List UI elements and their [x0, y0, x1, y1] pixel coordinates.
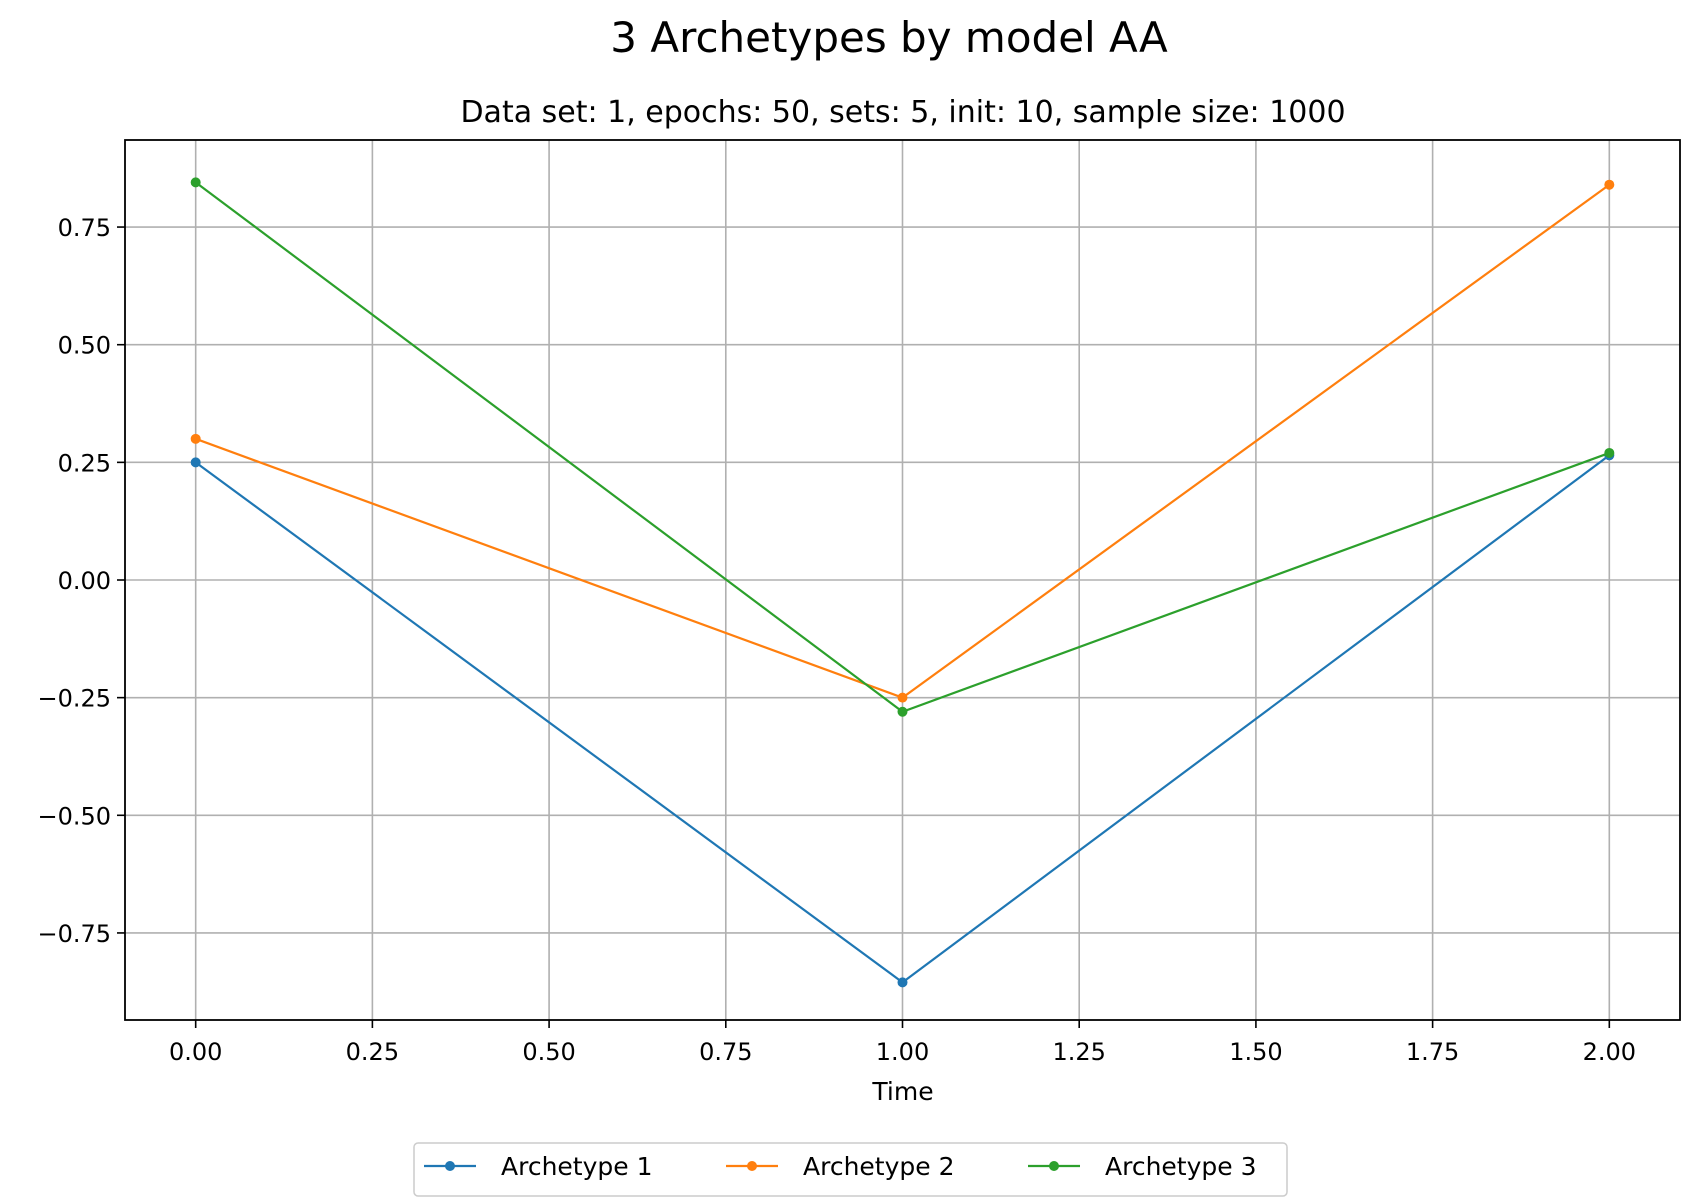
- legend-frame: [413, 1142, 1288, 1197]
- axes-layer: 0.00 0.25 0.50 0.75 1.00 1.25 1.50 1.75 2.00 −0.7…: [37, 139, 1681, 1066]
- legend-item-3: Archetype 3: [1028, 1152, 1257, 1181]
- x-axis-label: Time: [871, 1077, 933, 1106]
- legend-label: Archetype 1: [501, 1152, 653, 1181]
- series-point-2: [897, 692, 908, 703]
- x-tick-label: 0.50: [522, 1038, 575, 1066]
- x-tick-label: 1.25: [1052, 1038, 1105, 1066]
- y-tick-label: 0.00: [58, 567, 111, 595]
- legend-label: Archetype 3: [1105, 1152, 1257, 1181]
- x-tick-label: 1.50: [1229, 1038, 1282, 1066]
- legend-marker: [1049, 1161, 1059, 1171]
- series-point-2: [190, 433, 201, 444]
- chart-subtitle: Data set: 1, epochs: 50, sets: 5, init: …: [460, 95, 1345, 130]
- grid-layer: [125, 140, 1680, 1020]
- series-point-3: [897, 706, 908, 717]
- series-point-2: [1604, 179, 1615, 190]
- y-tick-label: 0.75: [58, 214, 111, 242]
- legend-marker: [445, 1161, 455, 1171]
- series-point-3: [1604, 447, 1615, 458]
- legend-label: Archetype 2: [803, 1152, 955, 1181]
- legend: Archetype 1 Archetype 2 Archetype 3: [413, 1142, 1288, 1197]
- x-tick-label: 2.00: [1583, 1038, 1636, 1066]
- x-tick-label: 1.00: [876, 1038, 929, 1066]
- y-tick-label: 0.25: [58, 449, 111, 477]
- series-point-3: [190, 177, 201, 188]
- y-tick-label: −0.50: [37, 802, 111, 830]
- legend-item-1: Archetype 1: [424, 1152, 653, 1181]
- x-tick-label: 0.75: [699, 1038, 752, 1066]
- series-layer: [190, 177, 1615, 988]
- x-tick-label: 0.00: [169, 1038, 222, 1066]
- x-tick-label: 1.75: [1406, 1038, 1459, 1066]
- legend-marker: [747, 1161, 757, 1171]
- y-tick-label: 0.50: [58, 332, 111, 360]
- series-point-1: [897, 977, 908, 988]
- legend-item-2: Archetype 2: [726, 1152, 955, 1181]
- y-tick-label: −0.25: [37, 685, 111, 713]
- y-tick-label: −0.75: [37, 920, 111, 948]
- x-tick-label: 0.25: [346, 1038, 399, 1066]
- series-point-1: [190, 457, 201, 468]
- chart-title: 3 Archetypes by model AA: [610, 13, 1168, 62]
